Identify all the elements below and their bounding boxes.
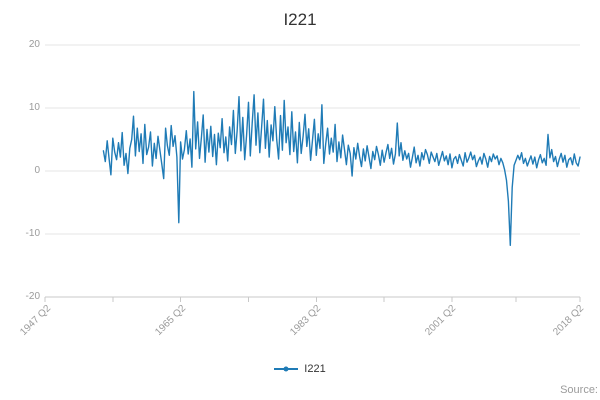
- y-tick-label: 20: [28, 39, 40, 50]
- legend-line-marker-icon: [274, 366, 299, 372]
- legend-item-i221[interactable]: I221: [0, 363, 600, 375]
- y-tick-label: 0: [34, 165, 40, 176]
- legend-label: I221: [304, 363, 326, 375]
- y-tick-label: -10: [25, 228, 40, 239]
- y-tick-label: -20: [25, 291, 40, 302]
- x-axis-ticks: [44, 297, 581, 302]
- chart-title: I221: [283, 10, 317, 29]
- y-tick-label: 10: [28, 102, 40, 113]
- series-line-i221: [102, 90, 581, 246]
- source-attribution: Source:: [560, 384, 598, 396]
